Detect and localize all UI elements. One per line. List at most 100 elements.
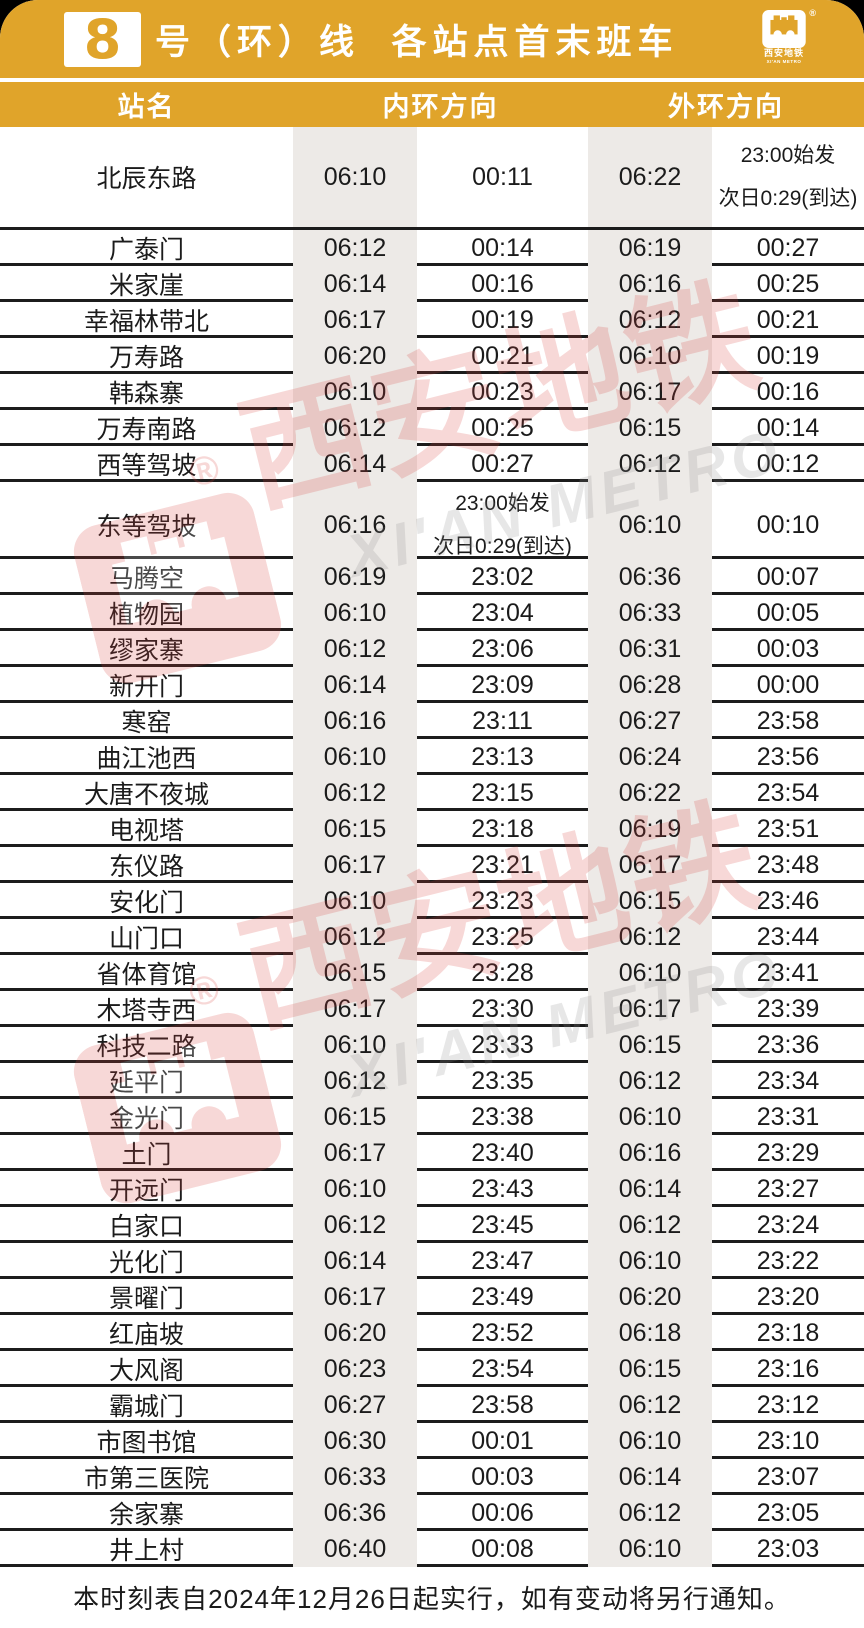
table-row: 白家口 06:12 23:45 06:12 23:24 (0, 1207, 864, 1243)
outer-last-cell: 23:18 (756, 1318, 820, 1347)
outer-first-cell: 06:12 (588, 1063, 712, 1099)
station-name-cell: 东仪路 (108, 853, 184, 881)
outer-last-cell: 00:21 (756, 305, 820, 334)
inner-first-cell: 06:30 (293, 1423, 417, 1459)
outer-first-cell: 06:24 (588, 739, 712, 775)
inner-last-cell: 00:11 (472, 162, 533, 191)
inner-first-cell: 06:17 (293, 1135, 417, 1171)
inner-first-cell: 06:17 (293, 1279, 417, 1315)
table-row: 北辰东路 06:10 00:11 06:22 23:00始发 次日0:29(到达) (0, 127, 864, 230)
outer-first-cell: 06:12 (588, 446, 712, 482)
metro-logo-en: XI'AN METRO (766, 58, 802, 64)
station-name-cell: 万寿路 (108, 344, 184, 372)
col-inner-label: 内环方向 (382, 92, 499, 122)
inner-first-cell: 06:12 (293, 410, 417, 446)
station-name-cell: 红庙坡 (108, 1321, 184, 1349)
footer-note: 本时刻表自2024年12月26日起实行，如有变动将另行通知。 (73, 1584, 791, 1614)
outer-last-cell: 23:07 (756, 1462, 820, 1491)
outer-first-cell: 06:10 (588, 1531, 712, 1567)
outer-last-cell: 00:14 (756, 413, 820, 442)
inner-first-cell: 06:10 (293, 595, 417, 631)
table-row: 井上村 06:40 00:08 06:10 23:03 (0, 1531, 864, 1567)
station-name-cell: 米家崖 (108, 272, 184, 300)
outer-first-cell: 06:17 (588, 374, 712, 410)
outer-first-cell: 06:12 (588, 919, 712, 955)
table-row: 市第三医院 06:33 00:03 06:14 23:07 (0, 1459, 864, 1495)
inner-last-cell: 00:25 (471, 413, 534, 442)
inner-last-cell: 23:15 (471, 778, 534, 807)
outer-last-cell: 23:16 (756, 1354, 820, 1383)
inner-first-cell: 06:14 (293, 1243, 417, 1279)
outer-last-cell: 23:51 (756, 814, 820, 843)
metro-logo-cn: 西安地铁 (763, 48, 804, 58)
table-row: 开远门 06:10 23:43 06:14 23:27 (0, 1171, 864, 1207)
line-number: 8 (83, 7, 122, 71)
inner-last-cell: 23:43 (471, 1174, 534, 1203)
inner-last-cell: 00:03 (471, 1462, 534, 1491)
outer-first-cell: 06:15 (588, 883, 712, 919)
inner-first-cell: 06:17 (293, 847, 417, 883)
inner-last-cell: 23:30 (471, 994, 534, 1023)
station-name-cell: 电视塔 (108, 817, 184, 845)
station-name-cell: 北辰东路 (96, 165, 197, 193)
outer-last-cell: 23:41 (756, 958, 820, 987)
inner-first-cell: 06:16 (293, 703, 417, 739)
station-name-cell: 曲江池西 (96, 745, 197, 773)
table-row: 余家寨 06:36 00:06 06:12 23:05 (0, 1495, 864, 1531)
inner-last-cell: 00:01 (471, 1426, 534, 1455)
outer-last-cell: 00:25 (756, 269, 820, 298)
outer-last-cell: 00:07 (756, 562, 820, 591)
table-row: 植物园 06:10 23:04 06:33 00:05 (0, 595, 864, 631)
inner-last-cell: 23:00始发 次日0:29(到达) (433, 492, 572, 559)
inner-first-cell: 06:17 (293, 991, 417, 1027)
station-name-cell: 韩森寨 (108, 380, 184, 408)
outer-first-cell: 06:12 (588, 1207, 712, 1243)
inner-first-cell: 06:14 (293, 667, 417, 703)
inner-last-cell: 00:21 (471, 341, 534, 370)
inner-first-cell: 06:20 (293, 338, 417, 374)
outer-last-cell: 00:00 (756, 670, 820, 699)
inner-first-cell: 06:16 (293, 482, 417, 569)
inner-first-cell: 06:10 (293, 883, 417, 919)
outer-first-cell: 06:33 (588, 595, 712, 631)
table-row: 万寿南路 06:12 00:25 06:15 00:14 (0, 410, 864, 446)
station-name-cell: 广泰门 (108, 236, 184, 264)
station-name-cell: 寒窑 (121, 709, 172, 737)
outer-last-cell: 23:54 (756, 778, 820, 807)
table-row: 曲江池西 06:10 23:13 06:24 23:56 (0, 739, 864, 775)
outer-first-cell: 06:12 (588, 302, 712, 338)
registered-mark: ® (809, 8, 816, 18)
outer-first-cell: 06:10 (588, 1243, 712, 1279)
station-name-cell: 延平门 (108, 1069, 184, 1097)
inner-last-cell: 23:23 (471, 886, 534, 915)
inner-last-cell: 23:04 (471, 598, 534, 627)
station-name-cell: 金光门 (108, 1105, 184, 1133)
table-row: 大风阁 06:23 23:54 06:15 23:16 (0, 1351, 864, 1387)
outer-last-cell: 23:44 (756, 922, 820, 951)
inner-last-cell: 23:28 (471, 958, 534, 987)
outer-first-cell: 06:15 (588, 1351, 712, 1387)
outer-last-cell: 23:00始发 次日0:29(到达) (718, 143, 858, 210)
outer-last-cell: 23:22 (756, 1246, 820, 1275)
station-name-cell: 西等驾坡 (96, 452, 197, 480)
inner-first-cell: 06:17 (293, 302, 417, 338)
table-row: 广泰门 06:12 00:14 06:19 00:27 (0, 230, 864, 266)
table-row: 米家崖 06:14 00:16 06:16 00:25 (0, 266, 864, 302)
col-station-label: 站名 (117, 92, 176, 122)
inner-last-cell: 23:33 (471, 1030, 534, 1059)
outer-last-cell: 23:56 (756, 742, 820, 771)
station-name-cell: 市第三医院 (83, 1465, 209, 1493)
table-row: 延平门 06:12 23:35 06:12 23:34 (0, 1063, 864, 1099)
table-row: 红庙坡 06:20 23:52 06:18 23:18 (0, 1315, 864, 1351)
outer-first-cell: 06:16 (588, 266, 712, 302)
outer-last-cell: 00:16 (756, 377, 820, 406)
inner-last-cell: 00:19 (471, 305, 534, 334)
outer-first-cell: 06:28 (588, 667, 712, 703)
inner-first-cell: 06:40 (293, 1531, 417, 1567)
col-outer-label: 外环方向 (668, 92, 784, 122)
table-row: 马腾空 06:19 23:02 06:36 00:07 (0, 559, 864, 595)
table-row: 东仪路 06:17 23:21 06:17 23:48 (0, 847, 864, 883)
inner-last-cell: 00:27 (471, 449, 534, 478)
line-number-badge: 8 (64, 12, 141, 67)
inner-last-cell: 00:14 (471, 233, 534, 262)
